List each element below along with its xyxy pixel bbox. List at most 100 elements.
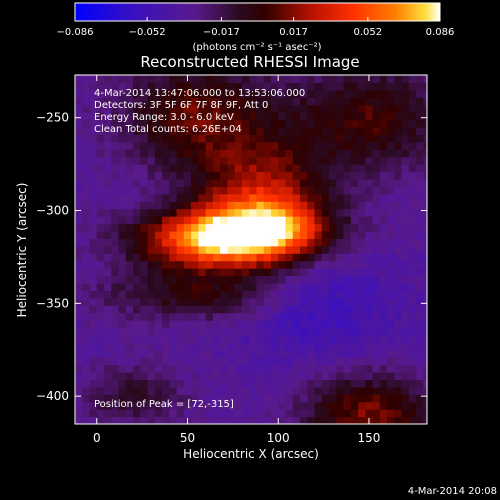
heatmap-cell bbox=[227, 409, 236, 418]
heatmap-cell bbox=[241, 297, 250, 306]
heatmap-cell bbox=[336, 253, 345, 262]
heatmap-cell bbox=[220, 349, 229, 358]
heatmap-cell bbox=[154, 75, 163, 84]
heatmap-cell bbox=[234, 75, 243, 84]
heatmap-cell bbox=[256, 156, 265, 165]
heatmap-cell bbox=[96, 334, 105, 343]
heatmap-cell bbox=[212, 75, 221, 84]
heatmap-cell bbox=[212, 342, 221, 351]
heatmap-cell bbox=[118, 297, 127, 306]
heatmap-cell bbox=[104, 178, 112, 187]
heatmap-cell bbox=[321, 238, 330, 247]
heatmap-cell bbox=[256, 312, 265, 321]
heatmap-cell bbox=[249, 141, 258, 150]
heatmap-cell bbox=[176, 275, 185, 284]
heatmap-cell bbox=[89, 305, 98, 314]
heatmap-cell bbox=[372, 372, 381, 381]
heatmap-cell bbox=[329, 134, 337, 143]
heatmap-cell bbox=[89, 201, 98, 210]
heatmap-cell bbox=[140, 97, 149, 106]
heatmap-cell bbox=[401, 223, 410, 232]
heatmap-cell bbox=[329, 186, 337, 195]
heatmap-cell bbox=[350, 372, 359, 381]
heatmap-cell bbox=[256, 386, 265, 395]
heatmap-cell bbox=[96, 327, 105, 336]
heatmap-cell bbox=[401, 290, 410, 299]
heatmap-cell bbox=[401, 156, 410, 165]
heatmap-cell bbox=[140, 416, 149, 424]
heatmap-cell bbox=[104, 186, 112, 195]
heatmap-cell bbox=[205, 342, 214, 351]
heatmap-cell bbox=[154, 119, 163, 128]
heatmap-cell bbox=[256, 349, 265, 358]
heatmap-cell bbox=[350, 327, 359, 336]
heatmap-cell bbox=[379, 342, 388, 351]
heatmap-cell bbox=[350, 297, 359, 306]
heatmap-cell bbox=[118, 178, 127, 187]
heatmap-cell bbox=[285, 260, 294, 269]
heatmap-cell bbox=[343, 357, 352, 366]
heatmap-cell bbox=[96, 275, 105, 284]
heatmap-cell bbox=[111, 171, 120, 180]
heatmap-cell bbox=[176, 230, 185, 239]
heatmap-cell bbox=[365, 327, 374, 336]
heatmap-cell bbox=[263, 171, 272, 180]
heatmap-cell bbox=[292, 230, 301, 239]
heatmap-cell bbox=[205, 275, 214, 284]
heatmap-cell bbox=[183, 112, 192, 121]
heatmap-cell bbox=[205, 394, 214, 403]
heatmap-cell bbox=[401, 379, 410, 388]
heatmap-cell bbox=[307, 297, 316, 306]
heatmap-cell bbox=[154, 201, 163, 210]
heatmap-cell bbox=[191, 186, 199, 195]
heatmap-cell bbox=[387, 201, 395, 210]
heatmap-cell bbox=[307, 409, 316, 418]
heatmap-cell bbox=[329, 290, 337, 299]
heatmap-cell bbox=[169, 201, 178, 210]
heatmap-cell bbox=[147, 171, 156, 180]
heatmap-cell bbox=[125, 401, 134, 410]
heatmap-cell bbox=[96, 342, 105, 351]
heatmap-cell bbox=[321, 141, 330, 150]
heatmap-cell bbox=[169, 208, 178, 217]
heatmap-cell bbox=[133, 268, 141, 277]
heatmap-cell bbox=[416, 320, 424, 329]
heatmap-cell bbox=[408, 156, 417, 165]
heatmap-cell bbox=[423, 342, 427, 351]
heatmap-cell bbox=[372, 334, 381, 343]
heatmap-cell bbox=[329, 193, 337, 202]
heatmap-cell bbox=[140, 394, 149, 403]
heatmap-cell bbox=[154, 164, 163, 173]
heatmap-cell bbox=[379, 312, 388, 321]
heatmap-cell bbox=[104, 149, 112, 158]
heatmap-cell bbox=[292, 186, 301, 195]
heatmap-cell bbox=[191, 82, 199, 91]
heatmap-cell bbox=[350, 238, 359, 247]
heatmap-cell bbox=[256, 394, 265, 403]
heatmap-cell bbox=[162, 342, 170, 351]
heatmap-cell bbox=[198, 268, 207, 277]
heatmap-cell bbox=[408, 290, 417, 299]
heatmap-cell bbox=[198, 305, 207, 314]
heatmap-cell bbox=[118, 156, 127, 165]
heatmap-cell bbox=[111, 327, 120, 336]
heatmap-cell bbox=[111, 216, 120, 225]
heatmap-cell bbox=[198, 208, 207, 217]
annotation-detectors: Detectors: 3F 5F 6F 7F 8F 9F, Att 0 bbox=[94, 100, 268, 111]
heatmap-cell bbox=[408, 97, 417, 106]
footer-timestamp: 4-Mar-2014 20:08 bbox=[408, 486, 497, 497]
heatmap-cell bbox=[125, 372, 134, 381]
heatmap-cell bbox=[111, 104, 120, 113]
heatmap-cell bbox=[292, 75, 301, 84]
heatmap-cell bbox=[249, 208, 258, 217]
heatmap-cell bbox=[169, 164, 178, 173]
heatmap-cell bbox=[350, 357, 359, 366]
heatmap-cell bbox=[111, 134, 120, 143]
heatmap-cell bbox=[212, 164, 221, 173]
heatmap-cell bbox=[285, 409, 294, 418]
heatmap-cell bbox=[176, 186, 185, 195]
heatmap-cell bbox=[285, 97, 294, 106]
heatmap-cell bbox=[270, 164, 279, 173]
heatmap-cell bbox=[241, 97, 250, 106]
heatmap-cell bbox=[256, 164, 265, 173]
